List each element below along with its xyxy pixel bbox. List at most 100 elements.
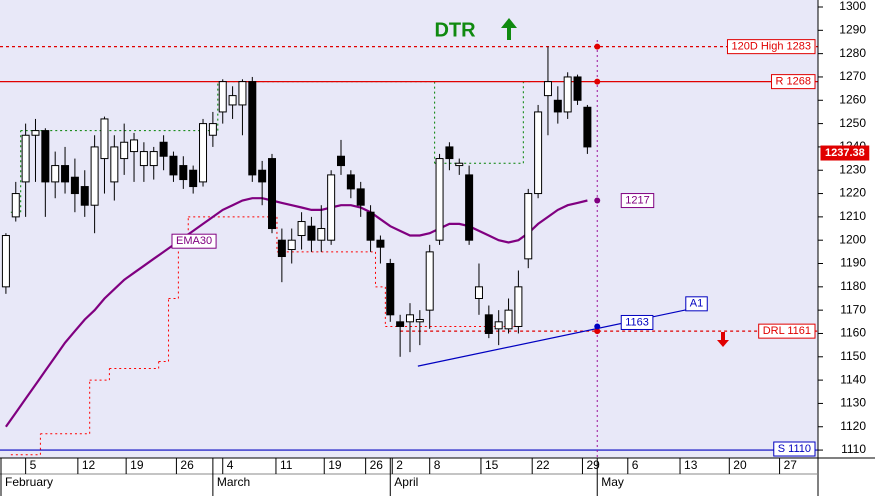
candle-body	[553, 99, 562, 113]
candle-body	[189, 169, 198, 188]
candle-body	[583, 106, 592, 148]
y-tick-label: 1270	[839, 69, 866, 83]
y-tick-label: 1130	[840, 396, 866, 410]
point-label-box	[620, 314, 654, 330]
level-label-group: R 1268	[771, 74, 816, 90]
x-tick-label: 11	[280, 458, 293, 472]
x-tick-label: 27	[784, 458, 798, 472]
level-label-box	[773, 441, 816, 457]
candle-body	[1, 235, 10, 288]
candle-body	[208, 123, 217, 136]
x-tick-label: 19	[328, 458, 342, 472]
point-label-group: 1217	[620, 193, 655, 209]
candle-body	[21, 134, 30, 183]
y-tick-label: 1150	[840, 349, 866, 363]
candle-body	[179, 165, 188, 181]
level-label-group: 120D High 1283	[726, 39, 816, 55]
candle-body	[396, 321, 405, 327]
y-tick-label: 1290	[839, 22, 866, 36]
last-price-label: 1237.38	[825, 147, 865, 159]
candle-body	[159, 141, 168, 157]
series-label-box	[171, 233, 217, 249]
candle-body	[327, 174, 336, 241]
level-label-box	[726, 39, 816, 55]
candle-body	[484, 314, 493, 334]
y-tick-label: 1160	[840, 326, 866, 340]
y-tick-label: 1280	[839, 46, 866, 60]
down-arrow-icon	[717, 332, 729, 347]
candle-body	[130, 139, 139, 153]
candle-body	[287, 239, 296, 251]
candle-body	[563, 76, 572, 113]
candle-body	[465, 174, 474, 241]
x-tick-label: 15	[485, 458, 499, 472]
last-price-label-box	[820, 145, 870, 161]
level-label: S 1110	[778, 443, 811, 455]
x-tick-label: 29	[586, 458, 600, 472]
candle-body	[297, 221, 306, 237]
candle-body	[139, 151, 148, 167]
candle-body	[228, 95, 237, 106]
level-dot	[594, 43, 601, 50]
candle-body	[248, 81, 257, 176]
candle-body	[366, 211, 375, 241]
x-tick-label: 12	[82, 458, 96, 472]
candle-body	[346, 174, 355, 190]
candle-body	[80, 186, 89, 206]
y-tick-label: 1200	[839, 232, 866, 246]
trendline-label-group: A1	[685, 296, 708, 312]
series-label-group: EMA30	[171, 233, 217, 249]
up-arrow-icon	[501, 18, 517, 40]
candle-body	[61, 165, 70, 183]
candle-body	[356, 188, 365, 206]
candle-body	[149, 151, 158, 167]
x-tick-label: 26	[180, 458, 194, 472]
plot-area	[0, 0, 818, 458]
point-label-box	[620, 193, 655, 209]
x-tick-label: 2	[396, 458, 403, 472]
series-label: EMA30	[176, 235, 212, 247]
point-label: 1217	[625, 194, 649, 206]
level-dot	[594, 78, 601, 85]
candle-body	[317, 228, 326, 241]
candle-body	[199, 123, 208, 183]
candle-body	[70, 176, 79, 195]
x-tick-label: 5	[30, 458, 37, 472]
last-price-label-group: 1237.38	[820, 145, 870, 161]
point-label: 1163	[625, 316, 649, 328]
candle-body	[386, 263, 395, 316]
candle-body	[268, 158, 277, 230]
ema-line	[5, 197, 588, 428]
trendline-label: A1	[690, 298, 703, 310]
candle-body	[514, 286, 523, 327]
y-tick-label: 1190	[840, 256, 866, 270]
level-label-group: S 1110	[773, 441, 816, 457]
level-dot	[594, 328, 601, 335]
point-dot	[594, 323, 601, 330]
y-tick-label: 1260	[839, 92, 866, 106]
chart-title: DTR	[434, 19, 476, 41]
x-tick-label: 22	[536, 458, 550, 472]
candle-body	[415, 318, 424, 323]
candle-body	[405, 314, 414, 323]
candle-body	[534, 111, 543, 195]
candle-body	[120, 141, 129, 160]
candle-body	[110, 146, 119, 183]
candle-body	[425, 251, 434, 311]
candle-body	[218, 81, 227, 113]
y-tick-label: 1110	[841, 442, 866, 456]
y-tick-label: 1120	[840, 419, 866, 433]
candle-body	[573, 76, 582, 101]
level-label: DRL 1161	[763, 325, 811, 337]
candle-body	[435, 158, 444, 241]
candle-body	[51, 165, 60, 183]
point-label-group: 1163	[620, 314, 654, 330]
level-label: 120D High 1283	[731, 41, 811, 53]
candle-body	[238, 81, 247, 106]
x-tick-label: 4	[227, 458, 234, 472]
y-tick-label: 1170	[840, 302, 866, 316]
candle-body	[543, 81, 552, 97]
month-label: May	[601, 475, 624, 489]
y-tick-label: 1210	[839, 209, 866, 223]
